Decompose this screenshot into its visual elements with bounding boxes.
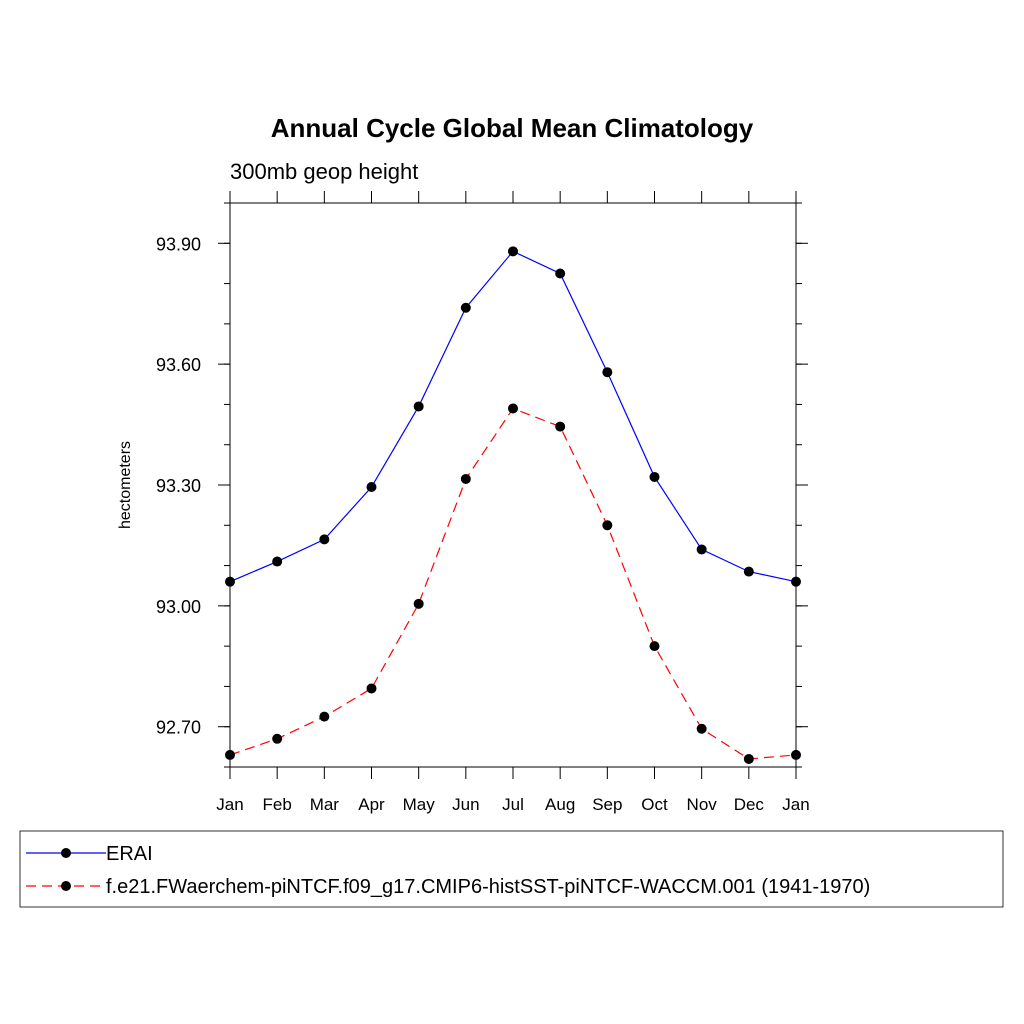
data-point [743,566,754,577]
data-point [319,534,330,545]
axis-ticks: Jan Feb Mar Apr May Jun Jul Aug Sep Oct Nov Dec Jan 9… [156,191,810,814]
x-tick-label: Dec [734,795,765,814]
plot-border [229,202,797,768]
data-point [791,749,801,760]
series-line-2 [229,407,797,760]
legend-marker-2 [61,881,71,891]
legend-label-2: f.e21.FWaerchem-piNTCF.f09_g17.CMIP6-his… [106,876,870,898]
data-point [791,576,801,587]
y-tick-label: 92.70 [156,718,201,738]
legend: ERAI f.e21.FWaerchem-piNTCF.f09_g17.CMIP6… [26,843,870,898]
x-tick-label: Nov [687,795,718,814]
x-tick-label: Apr [358,795,385,814]
x-tick-label: Jul [502,795,524,814]
data-point [649,471,660,482]
data-point [225,749,235,760]
series-line-1 [229,250,797,583]
x-tick-label: Mar [310,795,340,814]
series-layer [225,246,801,764]
x-tick-label: Jan [782,795,809,814]
data-point [319,711,330,722]
data-point [366,482,377,493]
data-point [413,598,424,609]
y-tick-label: 93.30 [156,476,201,496]
data-point [272,556,283,567]
data-point [272,733,283,744]
x-tick-label: Jan [216,795,243,814]
data-point [555,268,566,279]
y-tick-label: 93.90 [156,234,201,254]
data-point [743,753,754,764]
y-tick-label: 93.60 [156,355,201,375]
data-point [366,683,377,694]
x-tick-label: Sep [592,795,622,814]
data-point [460,302,471,313]
data-point [555,421,566,432]
x-tick-label: Feb [263,795,292,814]
x-tick-label: Oct [641,795,668,814]
plot-frame [229,202,797,768]
data-point [508,403,518,414]
data-point [225,576,235,587]
data-point [508,246,518,257]
data-point [602,520,613,531]
data-point [413,401,424,412]
y-axis-label: hectometers [117,441,134,529]
y-tick-label: 93.00 [156,597,201,617]
data-point [460,473,471,484]
x-tick-label: May [403,795,436,814]
data-point [696,723,707,734]
chart-title: Annual Cycle Global Mean Climatology [271,113,754,143]
legend-label-1: ERAI [106,843,153,865]
x-tick-label: Aug [545,795,575,814]
data-point [696,544,707,555]
legend-box [19,830,1004,908]
chart-subtitle: 300mb geop height [230,159,418,184]
data-point [602,367,613,378]
legend-marker-1 [61,848,71,858]
data-point [649,641,660,652]
x-tick-label: Jun [452,795,479,814]
